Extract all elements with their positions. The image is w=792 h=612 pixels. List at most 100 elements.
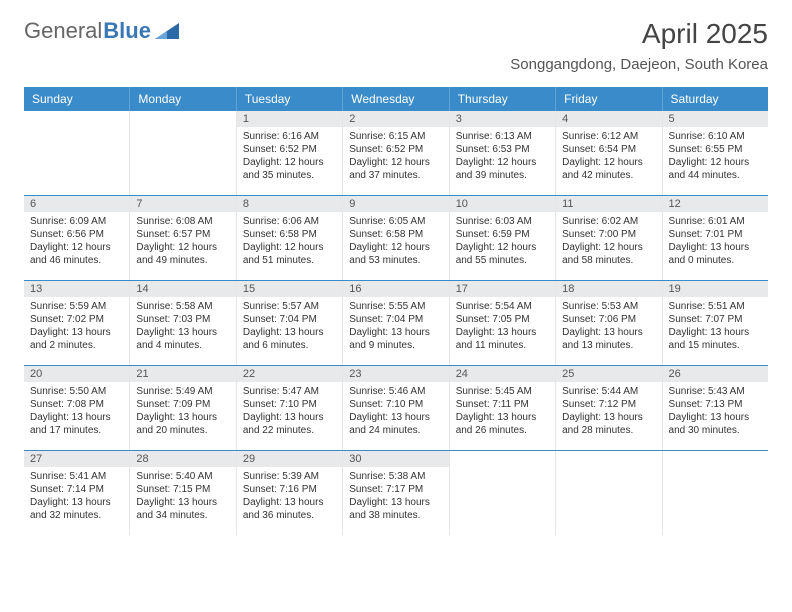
day-header: Thursday — [450, 87, 556, 111]
day-body: Sunrise: 6:01 AMSunset: 7:01 PMDaylight:… — [663, 212, 768, 271]
day-body: Sunrise: 5:59 AMSunset: 7:02 PMDaylight:… — [24, 297, 129, 356]
day-body: Sunrise: 5:45 AMSunset: 7:11 PMDaylight:… — [450, 382, 555, 441]
daylight-text: and 15 minutes. — [669, 339, 762, 352]
sunrise-text: Sunrise: 5:50 AM — [30, 385, 123, 398]
sunset-text: Sunset: 6:53 PM — [456, 143, 549, 156]
daylight-text: and 13 minutes. — [562, 339, 655, 352]
sunset-text: Sunset: 6:58 PM — [243, 228, 336, 241]
week-row: 1Sunrise: 6:16 AMSunset: 6:52 PMDaylight… — [24, 111, 768, 196]
day-number: 21 — [130, 366, 235, 382]
brand-text-1: General — [24, 18, 102, 44]
sunset-text: Sunset: 7:17 PM — [349, 483, 442, 496]
day-number: 16 — [343, 281, 448, 297]
day-number: 20 — [24, 366, 129, 382]
sunset-text: Sunset: 6:56 PM — [30, 228, 123, 241]
day-body: Sunrise: 6:12 AMSunset: 6:54 PMDaylight:… — [556, 127, 661, 186]
sunset-text: Sunset: 6:52 PM — [349, 143, 442, 156]
day-cell: 17Sunrise: 5:54 AMSunset: 7:05 PMDayligh… — [450, 281, 556, 365]
sunrise-text: Sunrise: 5:45 AM — [456, 385, 549, 398]
calendar: Sunday Monday Tuesday Wednesday Thursday… — [24, 87, 768, 535]
day-cell — [24, 111, 130, 195]
day-cell: 3Sunrise: 6:13 AMSunset: 6:53 PMDaylight… — [450, 111, 556, 195]
header: General Blue April 2025 Songgangdong, Da… — [0, 0, 792, 79]
daylight-text: Daylight: 13 hours — [456, 411, 549, 424]
day-cell: 29Sunrise: 5:39 AMSunset: 7:16 PMDayligh… — [237, 451, 343, 535]
day-cell: 14Sunrise: 5:58 AMSunset: 7:03 PMDayligh… — [130, 281, 236, 365]
day-body: Sunrise: 6:02 AMSunset: 7:00 PMDaylight:… — [556, 212, 661, 271]
day-cell — [130, 111, 236, 195]
daylight-text: Daylight: 12 hours — [669, 156, 762, 169]
day-number: 6 — [24, 196, 129, 212]
week-row: 20 Sunrise: 5:50 AMSunset: 7:08 PM Dayligh… — [24, 366, 768, 451]
day-cell — [663, 451, 768, 535]
sunrise-text: Sunrise: 5:44 AM — [562, 385, 655, 398]
day-body: Sunrise: 5:58 AMSunset: 7:03 PMDaylight:… — [130, 297, 235, 356]
day-number: 19 — [663, 281, 768, 297]
daylight-text: Daylight: 12 hours — [243, 156, 336, 169]
sunrise-text: Sunrise: 5:47 AM — [243, 385, 336, 398]
day-number: 27 — [24, 451, 129, 467]
daylight-text: Daylight: 12 hours — [456, 156, 549, 169]
day-headers-row: Sunday Monday Tuesday Wednesday Thursday… — [24, 87, 768, 111]
day-number: 1 — [237, 111, 342, 127]
day-number: 15 — [237, 281, 342, 297]
daylight-text: Daylight: 13 hours — [349, 326, 442, 339]
day-number: 26 — [663, 366, 768, 382]
daylight-text: Daylight: 12 hours — [456, 241, 549, 254]
sunset-text: Sunset: 7:06 PM — [562, 313, 655, 326]
day-number: 24 — [450, 366, 555, 382]
daylight-text: Daylight: 13 hours — [136, 496, 229, 509]
sunrise-text: Sunrise: 5:59 AM — [30, 300, 123, 313]
sunset-text: Sunset: 7:00 PM — [562, 228, 655, 241]
sunset-text: Sunset: 6:58 PM — [349, 228, 442, 241]
day-body: Sunrise: 5:53 AMSunset: 7:06 PMDaylight:… — [556, 297, 661, 356]
day-cell: 19Sunrise: 5:51 AMSunset: 7:07 PMDayligh… — [663, 281, 768, 365]
sunset-text: Sunset: 7:12 PM — [562, 398, 655, 411]
sunset-text: Sunset: 6:57 PM — [136, 228, 229, 241]
day-body: Sunrise: 5:49 AMSunset: 7:09 PMDaylight:… — [130, 382, 235, 441]
sunset-text: Sunset: 7:02 PM — [30, 313, 123, 326]
sunrise-text: Sunrise: 6:01 AM — [669, 215, 762, 228]
daylight-text: and 0 minutes. — [669, 254, 762, 267]
sunrise-text: Sunrise: 5:55 AM — [349, 300, 442, 313]
daylight-text: Daylight: 12 hours — [562, 156, 655, 169]
day-body: Sunrise: 6:10 AMSunset: 6:55 PMDaylight:… — [663, 127, 768, 186]
day-body: Sunrise: 6:09 AMSunset: 6:56 PMDaylight:… — [24, 212, 129, 271]
day-cell: 6Sunrise: 6:09 AMSunset: 6:56 PMDaylight… — [24, 196, 130, 280]
sunrise-text: Sunrise: 6:13 AM — [456, 130, 549, 143]
sunset-text: Sunset: 7:07 PM — [669, 313, 762, 326]
day-body: Sunrise: 6:05 AMSunset: 6:58 PMDaylight:… — [343, 212, 448, 271]
day-number: 17 — [450, 281, 555, 297]
sunset-text: Sunset: 7:16 PM — [243, 483, 336, 496]
daylight-text: Daylight: 12 hours — [136, 241, 229, 254]
daylight-text: Daylight: 13 hours — [136, 411, 229, 424]
sunset-text: Sunset: 7:08 PM — [30, 398, 123, 411]
daylight-text: and 32 minutes. — [30, 509, 123, 522]
sunset-text: Sunset: 7:10 PM — [243, 398, 336, 411]
day-body: Sunrise: 5:46 AMSunset: 7:10 PMDaylight:… — [343, 382, 448, 441]
day-number: 25 — [556, 366, 661, 382]
daylight-text: Daylight: 13 hours — [136, 326, 229, 339]
sunset-text: Sunset: 7:15 PM — [136, 483, 229, 496]
day-cell — [450, 451, 556, 535]
daylight-text: and 36 minutes. — [243, 509, 336, 522]
day-number: 2 — [343, 111, 448, 127]
sunrise-text: Sunrise: 6:02 AM — [562, 215, 655, 228]
location-text: Songgangdong, Daejeon, South Korea — [510, 56, 768, 73]
sunset-text: Sunset: 7:11 PM — [456, 398, 549, 411]
day-number: 22 — [237, 366, 342, 382]
day-number: 12 — [663, 196, 768, 212]
day-number: 10 — [450, 196, 555, 212]
day-body: Sunrise: 5:41 AMSunset: 7:14 PMDaylight:… — [24, 467, 129, 526]
week-row: 27Sunrise: 5:41 AMSunset: 7:14 PMDayligh… — [24, 451, 768, 535]
day-number: 8 — [237, 196, 342, 212]
day-cell: 11Sunrise: 6:02 AMSunset: 7:00 PMDayligh… — [556, 196, 662, 280]
sunrise-text: Sunrise: 6:03 AM — [456, 215, 549, 228]
sunset-text: Sunset: 7:13 PM — [669, 398, 762, 411]
daylight-text: and 34 minutes. — [136, 509, 229, 522]
brand-text-2: Blue — [103, 18, 151, 44]
day-number: 13 — [24, 281, 129, 297]
day-cell: 13Sunrise: 5:59 AMSunset: 7:02 PMDayligh… — [24, 281, 130, 365]
day-cell: 15Sunrise: 5:57 AMSunset: 7:04 PMDayligh… — [237, 281, 343, 365]
day-body: Sunrise: 5:55 AMSunset: 7:04 PMDaylight:… — [343, 297, 448, 356]
